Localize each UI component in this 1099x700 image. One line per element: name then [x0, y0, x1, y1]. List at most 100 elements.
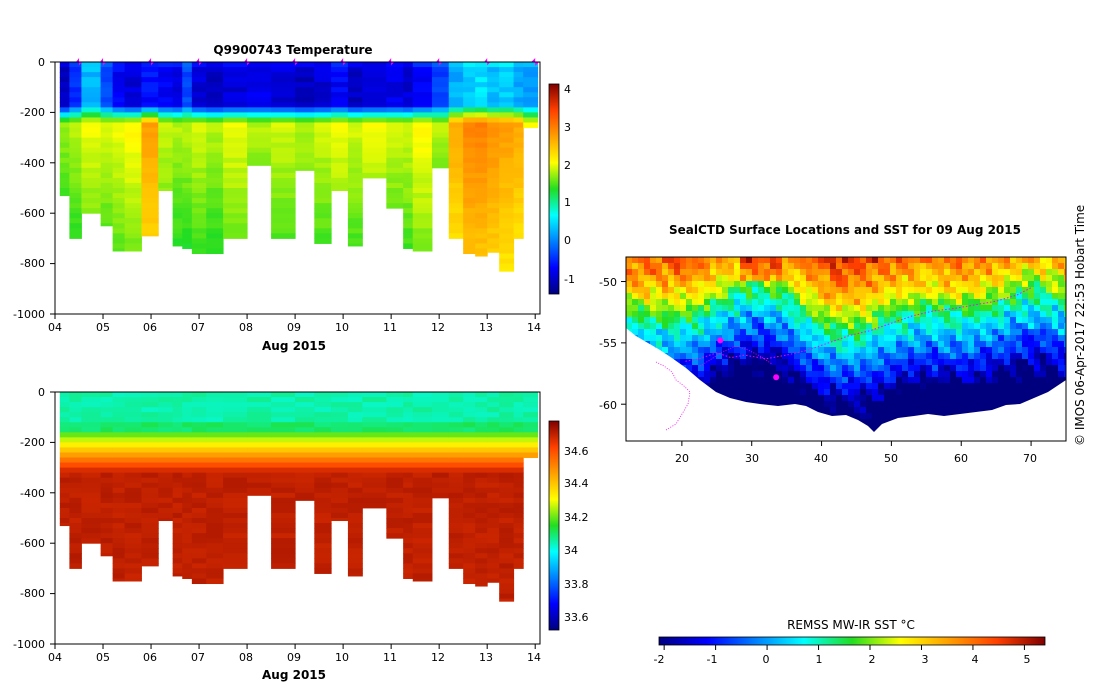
sst-cell — [782, 395, 789, 402]
sst-cell — [944, 389, 951, 396]
salinity-cell — [223, 563, 248, 569]
sst-cell — [896, 341, 903, 348]
salinity-cell — [386, 397, 404, 403]
temperature-cell — [182, 162, 193, 169]
sst-cell — [782, 359, 789, 366]
sst-cell — [914, 257, 921, 264]
sst-cell — [776, 329, 783, 336]
temperature-cell — [523, 87, 539, 93]
sst-cell — [908, 389, 915, 396]
sst-cell — [968, 395, 975, 402]
salinity-cell — [347, 467, 363, 474]
sst-cell — [956, 293, 963, 300]
temperature-cell — [141, 213, 159, 219]
sst-cell — [896, 413, 903, 420]
salinity-cell — [487, 538, 500, 544]
salinity-cell — [403, 437, 414, 443]
temperature-cell — [172, 127, 183, 134]
salinity-cell — [191, 477, 207, 484]
sst-cell — [962, 341, 969, 348]
x-tick-label: 13 — [479, 651, 493, 664]
sst-cell — [860, 365, 867, 372]
salinity-cell — [158, 502, 174, 509]
sst-cell — [830, 299, 837, 306]
salinity-cell — [247, 442, 272, 448]
temperature-cell — [513, 117, 524, 123]
temperature-cell — [141, 77, 159, 83]
salinity-cell — [487, 392, 500, 398]
sst-cell — [818, 305, 825, 312]
sst-cell — [1064, 293, 1066, 300]
salinity-cell — [431, 422, 450, 428]
salinity-cell — [475, 578, 488, 585]
sst-cell — [920, 365, 927, 372]
sst-cell — [830, 377, 837, 384]
salinity-cell — [487, 437, 500, 443]
salinity-cell — [463, 437, 476, 443]
sst-cell — [1052, 311, 1059, 318]
temperature-cell — [112, 112, 126, 118]
sst-cell — [800, 299, 807, 306]
salinity-cell — [59, 472, 70, 479]
temperature-cell — [331, 162, 349, 169]
sst-cell — [758, 353, 765, 360]
sst-cell — [980, 263, 987, 270]
sst-cell — [824, 377, 831, 384]
temperature-cell — [347, 203, 363, 209]
sst-cell — [1064, 347, 1066, 354]
sst-cell — [968, 287, 975, 294]
sst-cell — [884, 311, 891, 318]
salinity-cell — [448, 563, 464, 569]
sst-cell — [704, 305, 711, 312]
salinity-cell — [386, 533, 404, 539]
sst-cell — [680, 347, 687, 354]
sst-cell — [872, 287, 879, 294]
salinity-cell — [223, 392, 248, 398]
sst-cell — [1004, 293, 1011, 300]
sst-cell — [1022, 341, 1029, 348]
salinity-cell — [112, 538, 126, 544]
salinity-cell — [523, 402, 539, 408]
sst-cell — [776, 323, 783, 330]
temperature-cell — [271, 92, 296, 98]
temperature-cell — [347, 107, 363, 113]
sst-cell — [746, 275, 753, 282]
temperature-profiles — [59, 62, 539, 272]
sst-cell — [818, 353, 825, 360]
salinity-cell — [100, 543, 114, 549]
sst-cell — [872, 293, 879, 300]
sst-cell — [872, 359, 879, 366]
temperature-cell — [513, 102, 524, 108]
salinity-cell — [347, 462, 363, 469]
temperature-cell — [59, 92, 70, 98]
sst-cell — [752, 293, 759, 300]
sst-cell — [692, 263, 699, 270]
sst-cell — [764, 311, 771, 318]
salinity-cell — [475, 452, 488, 459]
sst-cell — [806, 275, 813, 282]
temperature-cell — [182, 152, 193, 159]
temperature-cell — [223, 137, 248, 144]
salinity-cell — [172, 512, 183, 519]
sst-cell — [860, 371, 867, 378]
salinity-cell — [431, 472, 450, 479]
sst-cell — [884, 293, 891, 300]
salinity-cell — [223, 502, 248, 509]
salinity-cell — [403, 442, 414, 448]
sst-cell — [956, 365, 963, 372]
sst-cell — [992, 323, 999, 330]
sst-cell — [1004, 347, 1011, 354]
sst-cell — [1040, 275, 1047, 282]
temperature-cell — [499, 157, 515, 164]
salinity-cell — [463, 427, 476, 433]
temperature-cell — [172, 142, 183, 149]
temperature-cell — [513, 112, 524, 118]
sst-cell — [926, 395, 933, 402]
colorbar-tick-label: 2 — [564, 159, 571, 172]
salinity-cell — [403, 507, 414, 514]
sst-cell — [746, 293, 753, 300]
temperature-cell — [59, 147, 70, 154]
temperature-cell — [347, 67, 363, 73]
salinity-cell — [124, 422, 142, 428]
temperature-cell — [172, 137, 183, 144]
